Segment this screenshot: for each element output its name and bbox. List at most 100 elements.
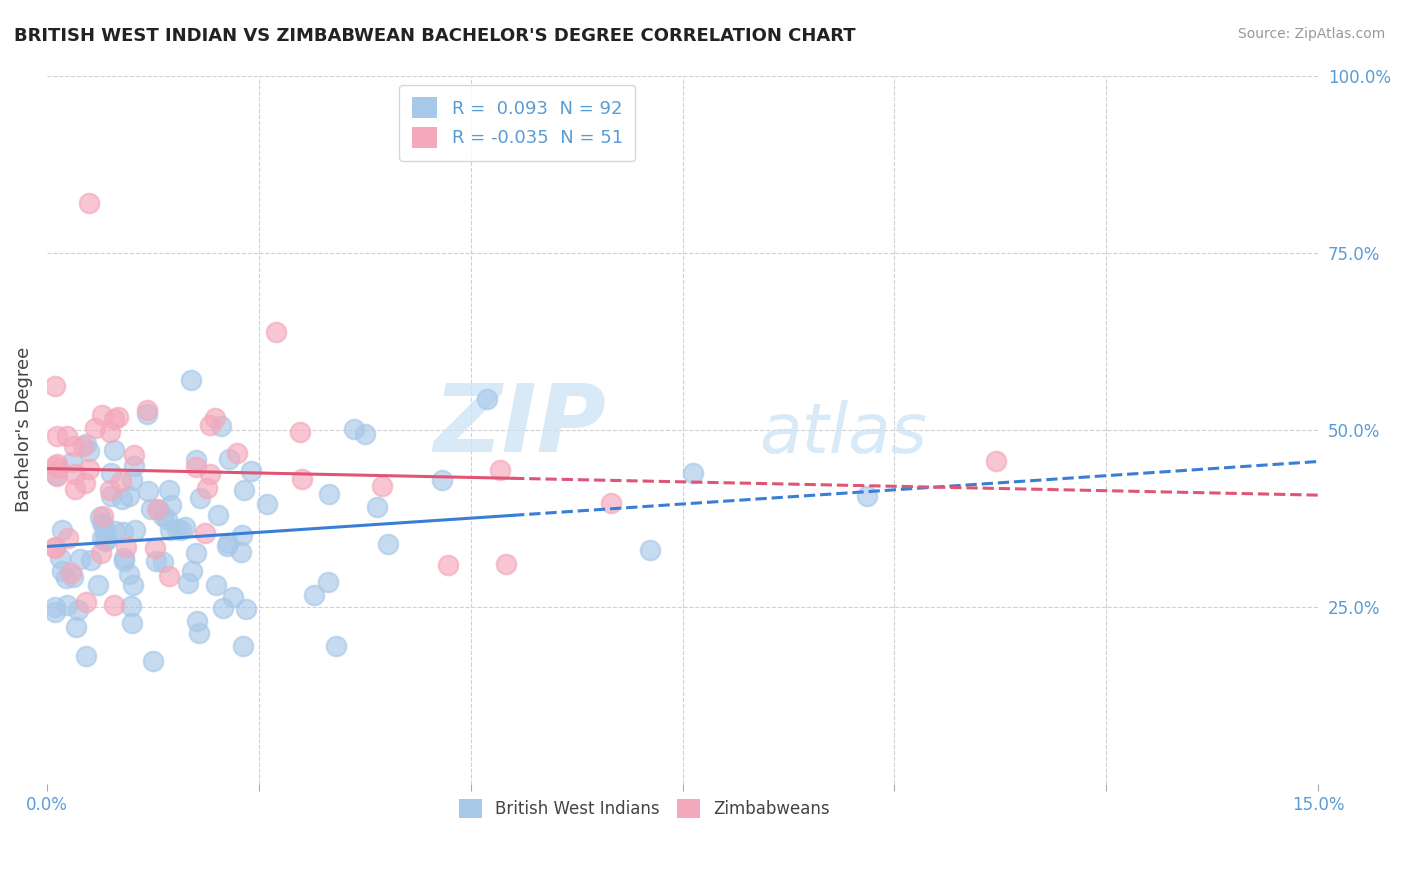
- Point: [204, 411, 226, 425]
- Point: [291, 472, 314, 486]
- Point: [195, 481, 218, 495]
- Point: [232, 640, 254, 654]
- Point: [204, 578, 226, 592]
- Point: [180, 374, 202, 388]
- Point: [83, 421, 105, 435]
- Point: [145, 553, 167, 567]
- Point: [51, 523, 73, 537]
- Point: [79, 443, 101, 458]
- Point: [302, 588, 325, 602]
- Point: [148, 503, 170, 517]
- Point: [55, 598, 77, 612]
- Point: [190, 491, 212, 505]
- Point: [77, 196, 100, 211]
- Point: [114, 540, 136, 554]
- Point: [198, 417, 221, 432]
- Point: [98, 483, 121, 498]
- Point: [318, 487, 340, 501]
- Point: [122, 458, 145, 473]
- Point: [62, 569, 84, 583]
- Point: [235, 602, 257, 616]
- Point: [229, 545, 252, 559]
- Point: [186, 453, 208, 467]
- Point: [44, 379, 66, 393]
- Text: BRITISH WEST INDIAN VS ZIMBABWEAN BACHELOR'S DEGREE CORRELATION CHART: BRITISH WEST INDIAN VS ZIMBABWEAN BACHEL…: [14, 27, 856, 45]
- Point: [122, 448, 145, 462]
- Point: [316, 574, 339, 589]
- Point: [264, 326, 287, 340]
- Text: Source: ZipAtlas.com: Source: ZipAtlas.com: [1237, 27, 1385, 41]
- Point: [488, 462, 510, 476]
- Point: [104, 524, 127, 538]
- Point: [56, 531, 79, 545]
- Point: [682, 466, 704, 480]
- Point: [59, 566, 82, 581]
- Point: [91, 531, 114, 545]
- Point: [184, 546, 207, 560]
- Point: [184, 459, 207, 474]
- Point: [45, 429, 67, 443]
- Point: [136, 483, 159, 498]
- Point: [63, 439, 86, 453]
- Point: [173, 520, 195, 534]
- Point: [103, 411, 125, 425]
- Point: [353, 426, 375, 441]
- Point: [371, 479, 394, 493]
- Point: [121, 473, 143, 487]
- Point: [66, 603, 89, 617]
- Point: [120, 599, 142, 614]
- Point: [366, 500, 388, 515]
- Point: [343, 422, 366, 436]
- Point: [986, 454, 1008, 468]
- Point: [72, 439, 94, 453]
- Point: [436, 558, 458, 572]
- Point: [207, 508, 229, 522]
- Point: [136, 402, 159, 417]
- Point: [91, 516, 114, 531]
- Point: [75, 595, 97, 609]
- Point: [177, 575, 200, 590]
- Point: [107, 409, 129, 424]
- Point: [124, 523, 146, 537]
- Point: [91, 508, 114, 523]
- Point: [103, 443, 125, 458]
- Point: [111, 491, 134, 506]
- Point: [638, 543, 661, 558]
- Point: [599, 495, 621, 509]
- Point: [432, 473, 454, 487]
- Point: [46, 468, 69, 483]
- Point: [256, 497, 278, 511]
- Point: [157, 483, 180, 497]
- Point: [69, 551, 91, 566]
- Point: [232, 483, 254, 498]
- Point: [100, 489, 122, 503]
- Legend: British West Indians, Zimbabweans: British West Indians, Zimbabweans: [453, 792, 837, 825]
- Point: [56, 428, 79, 442]
- Point: [225, 446, 247, 460]
- Point: [96, 533, 118, 548]
- Point: [44, 458, 66, 473]
- Point: [100, 466, 122, 480]
- Point: [194, 526, 217, 541]
- Point: [79, 462, 101, 476]
- Point: [180, 564, 202, 578]
- Point: [94, 534, 117, 549]
- Point: [136, 407, 159, 421]
- Point: [60, 455, 83, 469]
- Point: [218, 451, 240, 466]
- Point: [156, 512, 179, 526]
- Point: [75, 437, 97, 451]
- Point: [215, 539, 238, 553]
- Y-axis label: Bachelor's Degree: Bachelor's Degree: [15, 347, 32, 512]
- Point: [63, 467, 86, 481]
- Point: [93, 519, 115, 533]
- Point: [80, 553, 103, 567]
- Point: [63, 482, 86, 496]
- Point: [209, 419, 232, 434]
- Text: ZIP: ZIP: [433, 380, 606, 472]
- Point: [55, 572, 77, 586]
- Point: [212, 600, 235, 615]
- Point: [231, 528, 253, 542]
- Point: [198, 467, 221, 482]
- Point: [75, 648, 97, 663]
